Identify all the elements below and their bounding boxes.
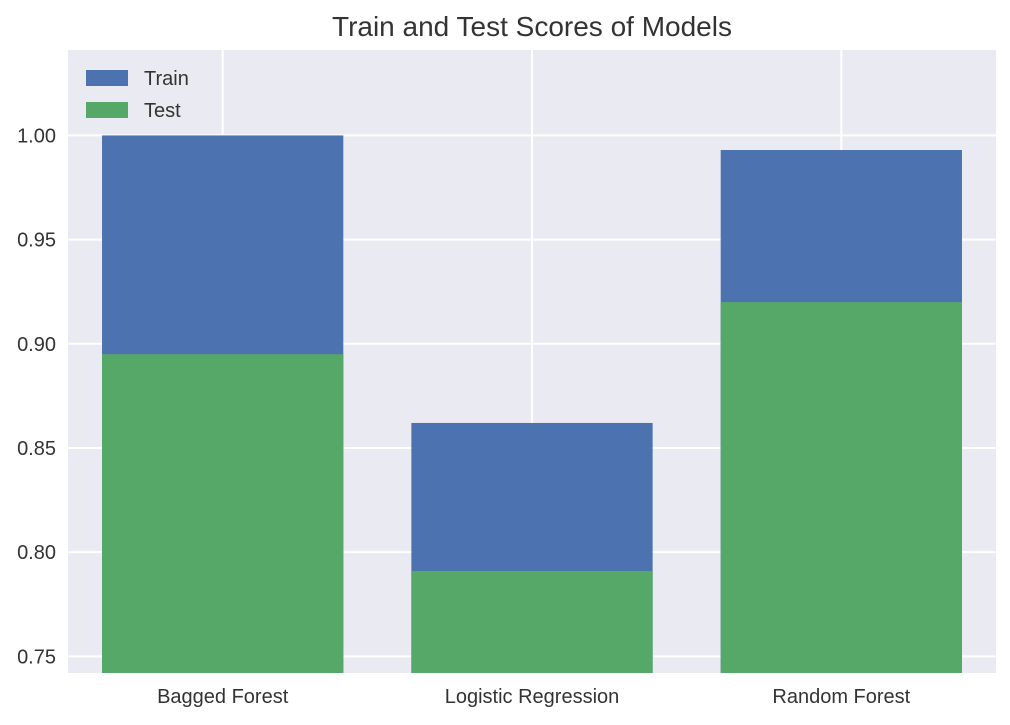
- legend-swatch-test: [86, 102, 128, 118]
- legend-swatch-train: [86, 70, 128, 86]
- axis-ticks: 0.75 0.80 0.85 0.90 0.95 1.00 Bagged Forest Log…: [17, 125, 911, 708]
- bar-test-bagged-forest: [102, 354, 344, 673]
- x-tick-label: Logistic Regression: [445, 686, 620, 708]
- legend-label-test: Test: [144, 100, 181, 122]
- x-tick-label: Bagged Forest: [157, 686, 289, 708]
- y-tick-label: 1.00: [17, 125, 56, 147]
- y-tick-label: 0.75: [17, 646, 56, 668]
- y-tick-label: 0.85: [17, 438, 56, 460]
- bar-test-random-forest: [720, 302, 962, 673]
- legend: Train Test: [86, 68, 189, 122]
- y-tick-label: 0.80: [17, 542, 56, 564]
- bar-test-logistic-regression: [411, 570, 653, 673]
- y-tick-label: 0.95: [17, 230, 56, 252]
- legend-label-train: Train: [144, 68, 189, 90]
- y-tick-label: 0.90: [17, 334, 56, 356]
- x-tick-label: Random Forest: [772, 686, 910, 708]
- chart-title: Train and Test Scores of Models: [332, 11, 732, 42]
- bars: [102, 135, 962, 674]
